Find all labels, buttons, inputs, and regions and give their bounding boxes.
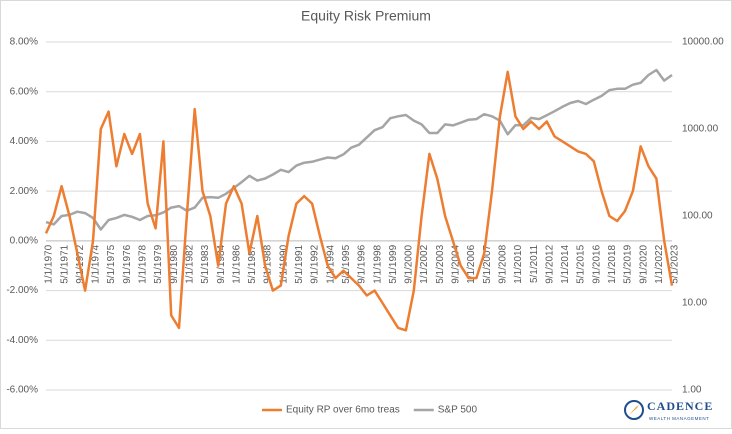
x-tick-label: 1/1/2022 xyxy=(654,244,665,283)
y2-tick-label: 10.00 xyxy=(682,298,707,309)
legend-label: Equity RP over 6mo treas xyxy=(286,405,400,416)
x-tick-label: 9/1/2012 xyxy=(544,244,555,283)
legend-label: S&P 500 xyxy=(438,405,478,416)
x-tick-label: 5/1/1979 xyxy=(153,244,164,283)
x-tick-label: 1/1/1986 xyxy=(231,244,242,283)
x-tick-label: 5/1/2015 xyxy=(576,244,587,283)
x-tick-label: 9/1/2004 xyxy=(451,244,462,283)
logo: CADENCE WEALTH MANAGEMENT xyxy=(624,399,713,421)
x-tick-label: 9/1/2020 xyxy=(638,244,649,283)
x-tick-label: 5/1/2007 xyxy=(482,244,493,283)
y-tick-label: 4.00% xyxy=(10,136,38,147)
x-tick-label: 5/1/2023 xyxy=(670,244,681,283)
x-tick-label: 5/1/2019 xyxy=(623,244,634,283)
x-tick-label: 9/1/2016 xyxy=(591,244,602,283)
x-tick-label: 5/1/1975 xyxy=(106,244,117,283)
legend-item: Equity RP over 6mo treas xyxy=(262,405,400,416)
y2-tick-label: 100.00 xyxy=(682,211,713,222)
x-tick-label: 5/1/1983 xyxy=(200,244,211,283)
x-tick-label: 5/1/2003 xyxy=(435,244,446,283)
x-tick-label: 5/1/1995 xyxy=(341,244,352,283)
x-tick-label: 9/1/1984 xyxy=(216,244,227,283)
x-tick-label: 1/1/2010 xyxy=(513,244,524,283)
chart-title: Equity Risk Premium xyxy=(301,8,431,24)
x-tick-label: 9/1/1996 xyxy=(357,244,368,283)
x-tick-label: 1/1/1974 xyxy=(91,244,102,283)
y-tick-label: 0.00% xyxy=(10,235,38,246)
x-tick-label: 5/1/2011 xyxy=(529,244,540,283)
y-tick-label: 6.00% xyxy=(10,86,38,97)
logo-name: CADENCE xyxy=(647,399,713,413)
x-tick-label: 9/1/1988 xyxy=(263,244,274,283)
x-tick-label: 5/1/1987 xyxy=(247,244,258,283)
y-tick-label: 8.00% xyxy=(10,37,38,48)
x-tick-label: 9/1/1992 xyxy=(310,244,321,283)
x-tick-label: 9/1/1980 xyxy=(169,244,180,283)
legend-item: S&P 500 xyxy=(413,405,478,416)
x-tick-label: 9/1/2008 xyxy=(497,244,508,283)
y-tick-label: -2.00% xyxy=(6,285,38,296)
y2-tick-label: 10000.00 xyxy=(682,37,724,48)
x-tick-label: 5/1/1971 xyxy=(59,244,70,283)
x-tick-label: 1/1/2002 xyxy=(419,244,430,283)
logo-needle xyxy=(629,405,639,415)
x-tick-label: 1/1/1982 xyxy=(184,244,195,283)
x-tick-label: 1/1/1978 xyxy=(138,244,149,283)
logo-icon xyxy=(624,400,644,420)
logo-tagline: WEALTH MANAGEMENT xyxy=(649,416,709,421)
y-tick-label: -4.00% xyxy=(6,335,38,346)
x-tick-label: 1/1/2018 xyxy=(607,244,618,283)
y2-tick-label: 1.00 xyxy=(682,385,702,396)
series-line xyxy=(44,70,674,332)
y-tick-label: 2.00% xyxy=(10,186,38,197)
x-tick-label: 1/1/1970 xyxy=(44,244,55,283)
x-tick-label: 5/1/1999 xyxy=(388,244,399,283)
x-tick-label: 1/1/1994 xyxy=(325,244,336,283)
y2-tick-label: 1000.00 xyxy=(682,124,719,135)
x-tick-label: 9/1/1976 xyxy=(122,244,133,283)
x-tick-label: 1/1/1998 xyxy=(372,244,383,283)
x-tick-label: 5/1/1991 xyxy=(294,244,305,283)
y-tick-label: -6.00% xyxy=(6,385,38,396)
x-tick-label: 1/1/2006 xyxy=(466,244,477,283)
x-tick-label: 1/1/2014 xyxy=(560,244,571,283)
x-tick-label: 9/1/2000 xyxy=(404,244,415,283)
